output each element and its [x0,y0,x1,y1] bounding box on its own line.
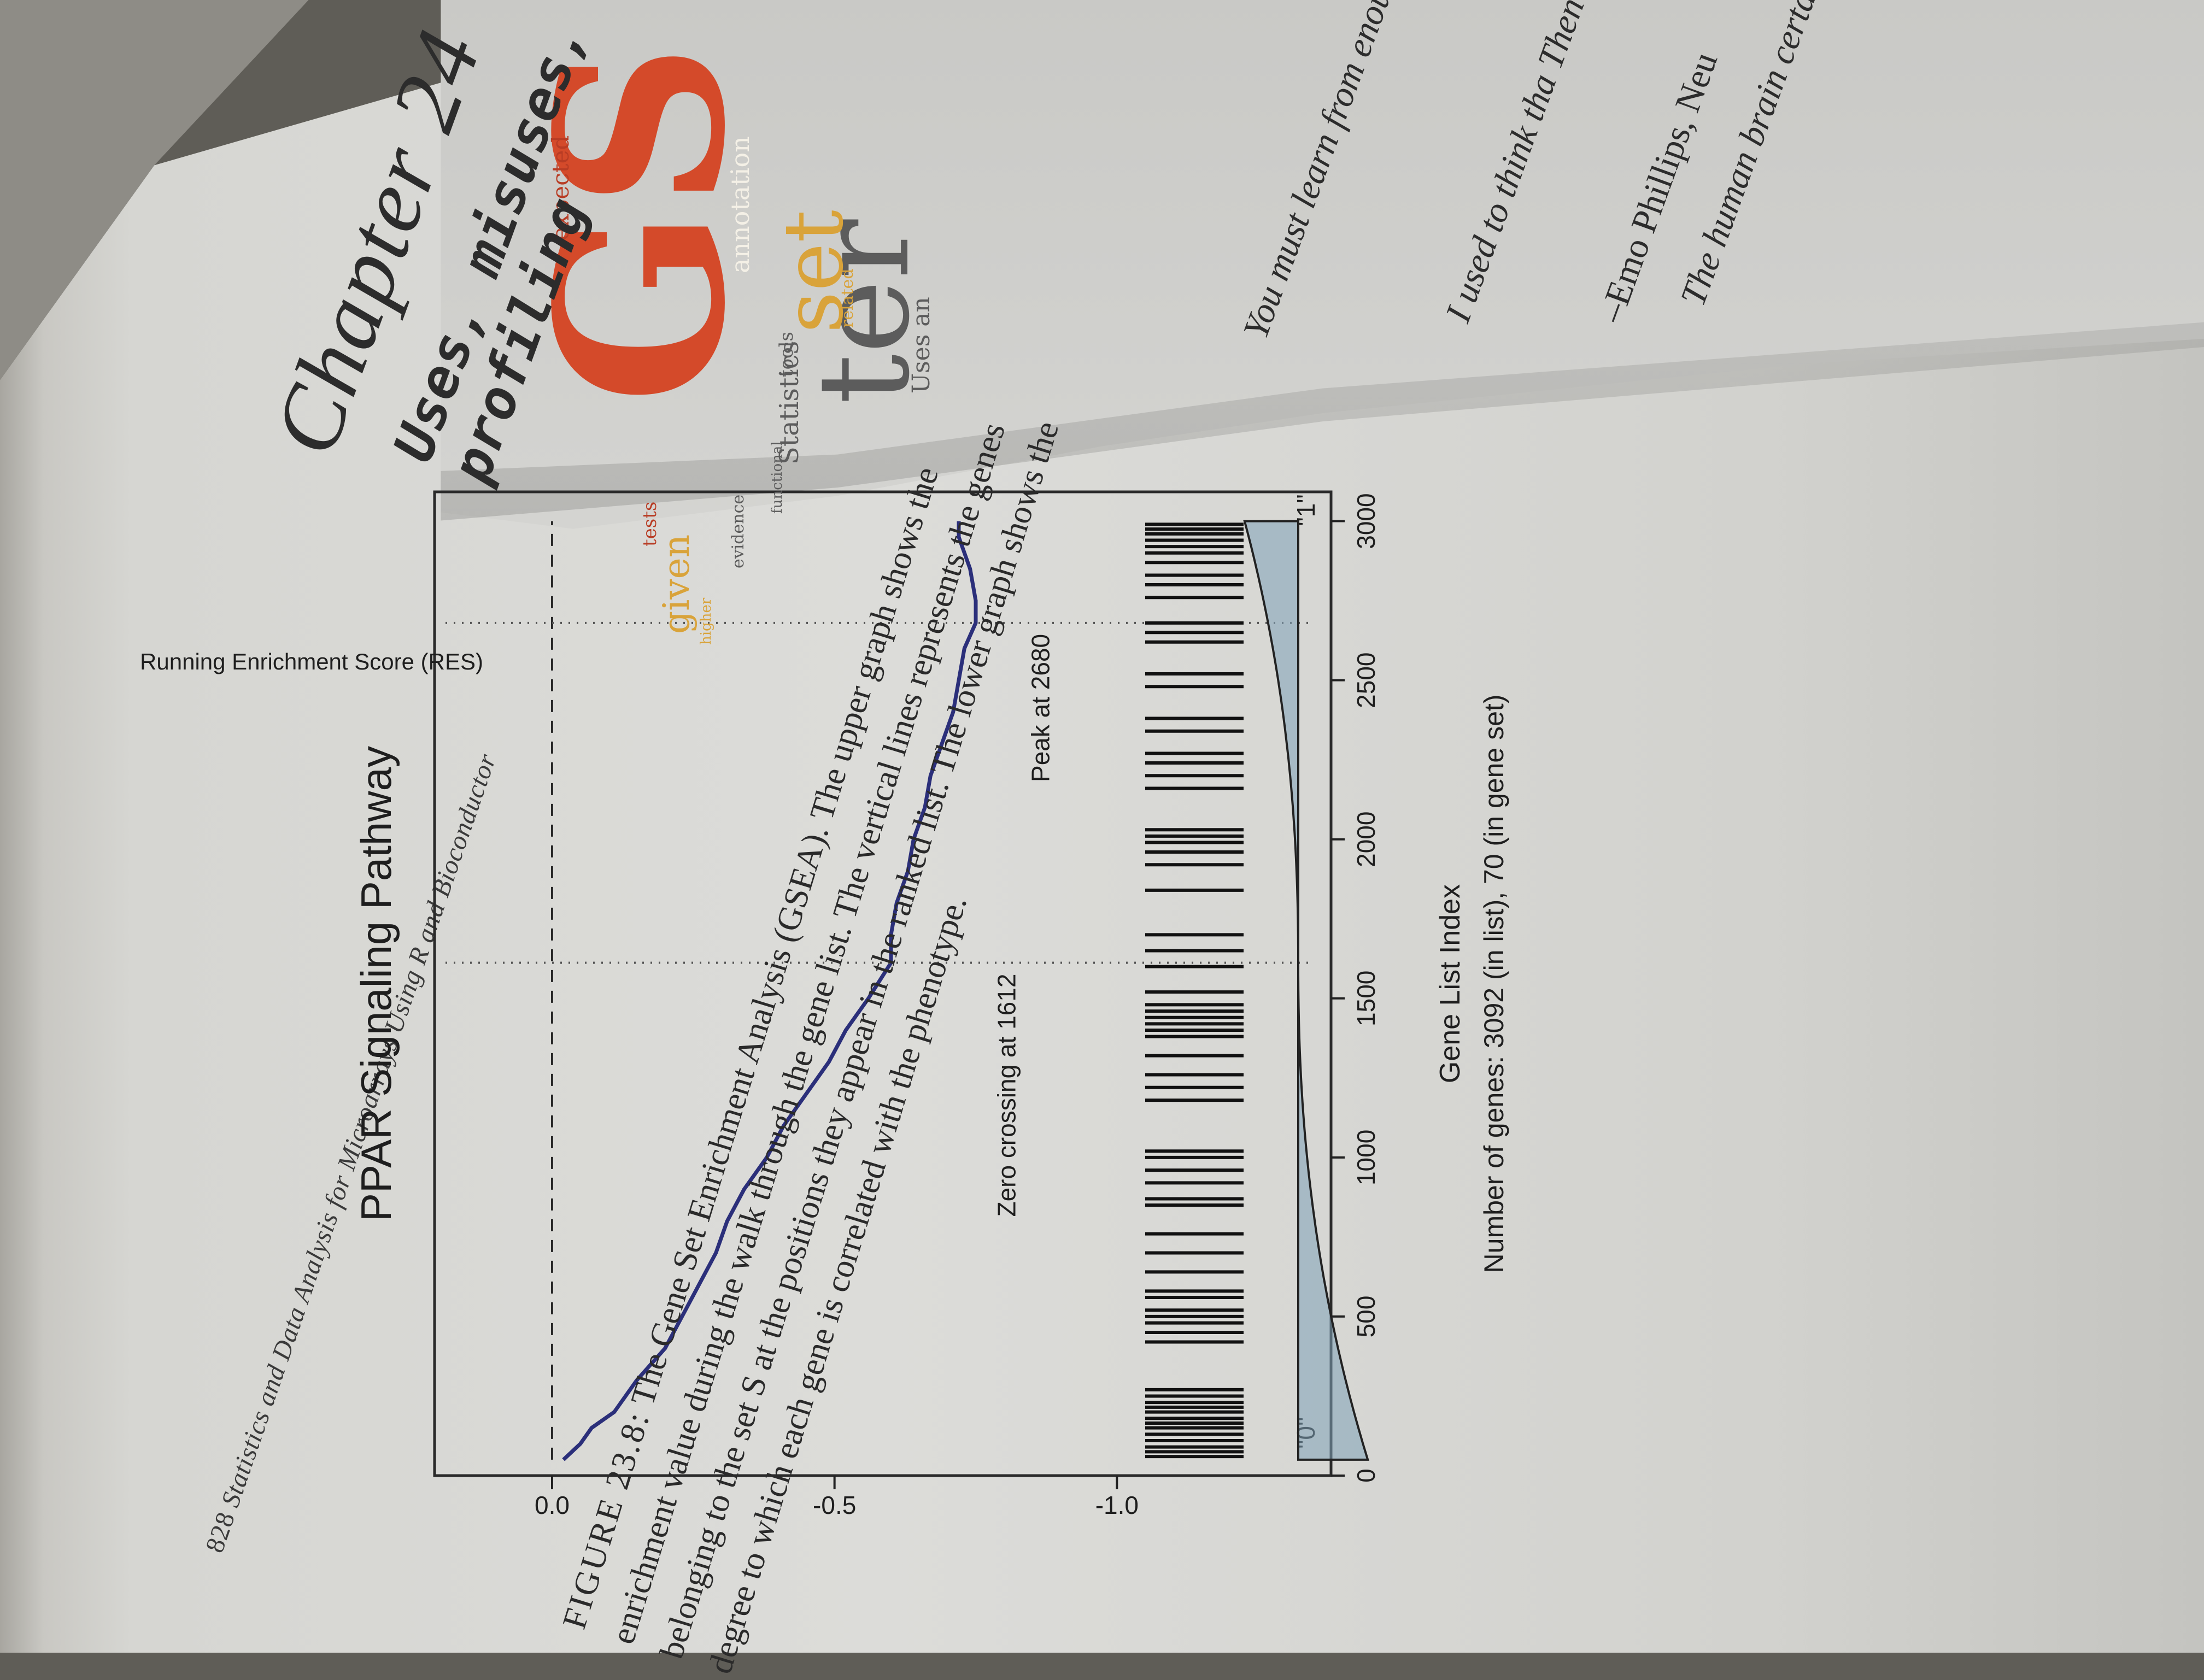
wordcloud-word-set: set [766,210,861,333]
axes: 0 500 1000 1500 2000 2500 3000 0.0 -0.5 -1.0 [535,493,1380,1519]
lower-correlation-plot [1243,520,1369,1461]
chart-title: PPAR Signaling Pathway [352,746,400,1221]
wordcloud-big-letters: GS [507,43,776,404]
y-tick-label: 0.0 [535,1491,570,1519]
wordcloud-word-tools: tools [776,332,798,377]
y-axis-label: Running Enrichment Score (RES) [140,649,483,674]
x-axis-sublabel: Number of genes: 3092 (in list), 70 (in … [1479,695,1509,1273]
wordcloud-word-uses: Uses an [907,297,935,393]
wordcloud-word-functional: functional [769,441,786,514]
x-tick-label: 0 [1352,1468,1380,1483]
x-tick-label: 1000 [1352,1130,1380,1185]
wordcloud-word-annotation: annotation [725,136,755,273]
plot-frame [433,490,1333,1477]
wordcloud-word-given: given [655,534,697,634]
x-tick-label: 3000 [1352,493,1380,549]
chart-annotation: Zero crossing at 1612 [992,974,1021,1217]
wordcloud-word-higher: higher [698,597,714,645]
wordcloud-word-ter: ter [792,219,937,404]
gene-set-barcode [1145,522,1244,1459]
chart-annotation: Peak at 2680 [1026,634,1054,782]
wordcloud-word-evidence: evidence [729,495,748,568]
x-tick-label: 2500 [1352,652,1380,708]
wordcloud-word-related: related [838,268,857,328]
x-tick-label: 500 [1352,1296,1380,1338]
x-tick-label: 1500 [1352,971,1380,1026]
wordcloud-word-expected: expected [547,136,574,240]
wordcloud-word-tests: tests [639,502,661,547]
enrichment-score-line [562,521,978,1461]
x-tick-label: 2000 [1352,812,1380,867]
y-tick-label: -1.0 [1095,1491,1139,1519]
x-axis-label: Gene List Index [1434,884,1466,1083]
wordcloud-word-statistics: Statistics [774,341,805,465]
y-tick-label: -0.5 [813,1491,856,1519]
